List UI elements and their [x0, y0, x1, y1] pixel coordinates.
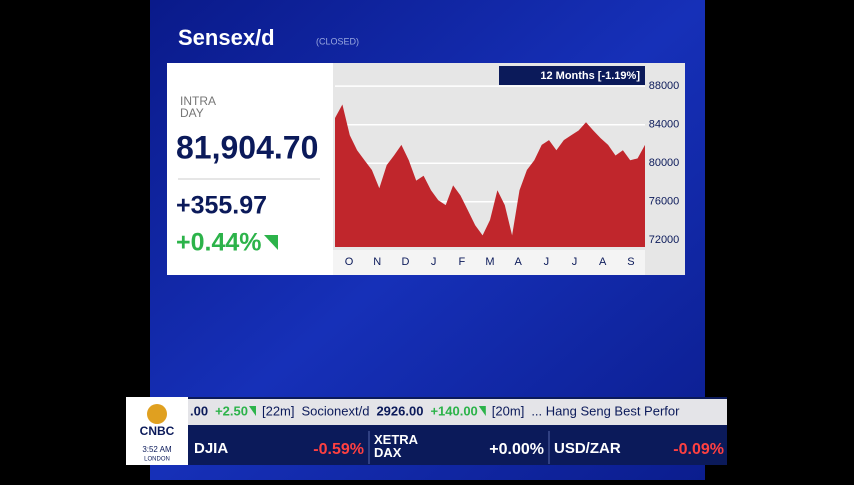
status: (CLOSED): [316, 36, 359, 46]
x-tick-label: J: [431, 256, 437, 268]
x-tick-label: M: [485, 256, 494, 268]
index-name: USD/ZAR: [554, 440, 621, 457]
x-axis-strip: [333, 250, 645, 275]
ticker-item: Socionext/d: [302, 403, 370, 418]
ticker-top: [188, 399, 727, 425]
up-arrow: [248, 406, 256, 416]
logo: CNBC: [140, 424, 175, 438]
time: 3:52 AM: [142, 445, 172, 454]
up-arrow: [264, 235, 278, 250]
change-pct: +0.44%: [176, 229, 262, 257]
chart-title-bar: [499, 66, 645, 85]
ticker-item: .00: [190, 403, 208, 418]
x-tick-label: A: [599, 256, 607, 268]
area: [335, 104, 645, 247]
quote-panel: [167, 63, 333, 275]
index-value: -0.59%: [313, 441, 364, 458]
up-arrow: [478, 406, 486, 416]
ticker-item: +140.00: [430, 403, 477, 418]
price: 81,904.70: [176, 129, 318, 165]
x-tick-label: N: [373, 256, 381, 268]
y-tick-label: 76000: [649, 196, 680, 208]
x-tick-label: D: [401, 256, 409, 268]
quote-label: INTRA DAY: [180, 94, 216, 120]
city: LONDON: [144, 457, 170, 463]
y-tick-label: 80000: [649, 157, 680, 169]
x-tick-label: O: [345, 256, 354, 268]
y-tick-label: 88000: [649, 80, 680, 92]
ticker-item: +2.50: [215, 403, 248, 418]
change: +355.97: [176, 192, 267, 220]
index-value: -0.09%: [673, 441, 724, 458]
x-tick-label: F: [458, 256, 465, 268]
index-name: DJIA: [194, 440, 228, 457]
x-tick-label: J: [544, 256, 550, 268]
ticker-item: [22m]: [262, 403, 295, 418]
ticker-item: ... Hang Seng Best Perfor: [531, 403, 680, 418]
ticker-item: [20m]: [492, 403, 525, 418]
peacock: [147, 404, 167, 424]
x-tick-label: A: [515, 256, 523, 268]
x-tick-label: S: [627, 256, 634, 268]
y-tick-label: 84000: [649, 119, 680, 131]
index-value: +0.00%: [489, 441, 544, 458]
y-tick-label: 72000: [649, 234, 680, 246]
index-name: XETRA DAX: [374, 432, 419, 460]
chart-title: 12 Months [-1.19%]: [540, 70, 640, 82]
ticker-item: 2926.00: [376, 403, 423, 418]
title: Sensex/d: [178, 25, 275, 50]
x-tick-label: J: [572, 256, 578, 268]
